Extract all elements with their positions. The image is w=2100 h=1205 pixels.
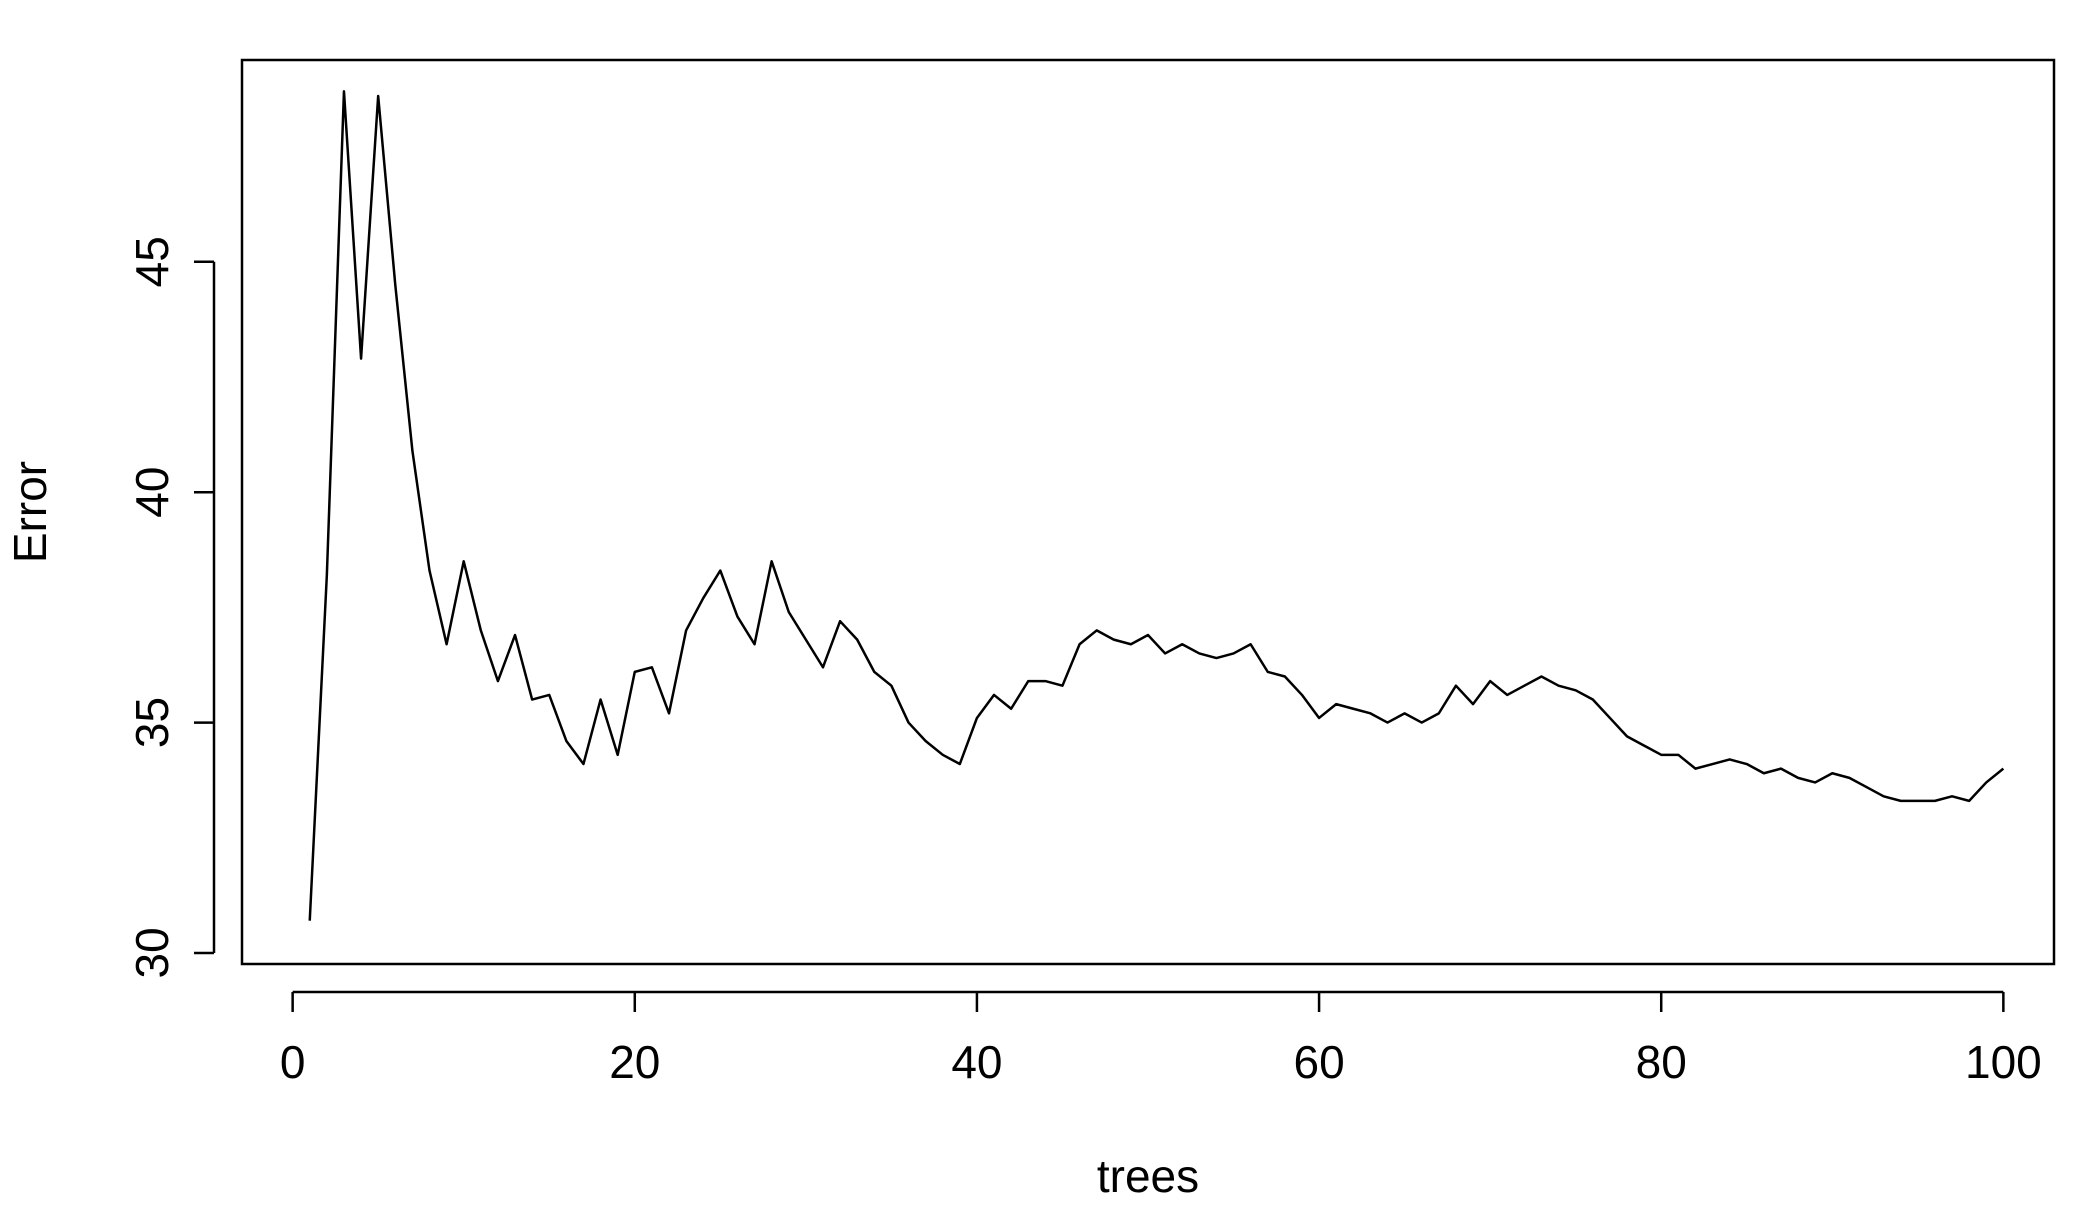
y-axis: 30 35 40 45 — [126, 236, 216, 979]
plot-frame — [240, 58, 2056, 966]
x-tick-label: 80 — [1636, 1036, 1687, 1088]
x-axis-label: trees — [1097, 1150, 1199, 1200]
x-tick-label: 100 — [1965, 1036, 2042, 1088]
x-tick-label: 40 — [951, 1036, 1002, 1088]
y-tick-label: 30 — [126, 927, 178, 978]
y-axis-label: Error — [4, 461, 56, 563]
x-tick-label: 20 — [609, 1036, 660, 1088]
y-tick-label: 45 — [126, 236, 178, 287]
x-tick-label: 60 — [1293, 1036, 1344, 1088]
x-tick-label: 0 — [280, 1036, 306, 1088]
y-tick-label: 35 — [126, 697, 178, 748]
x-axis: 0 20 40 60 80 100 — [280, 990, 2042, 1088]
y-tick-label: 40 — [126, 467, 178, 518]
error-series-line — [308, 90, 2005, 921]
